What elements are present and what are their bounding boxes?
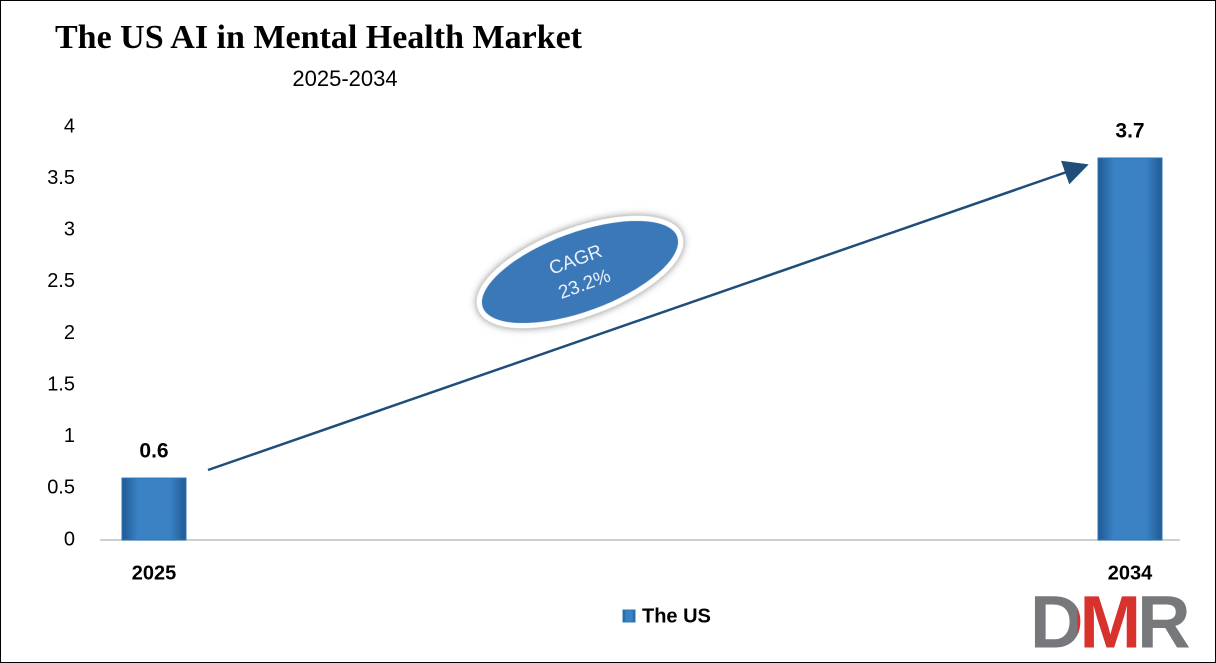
- value-label: 3.7: [1115, 120, 1144, 143]
- y-tick-label: 3: [64, 219, 75, 241]
- x-tick-label: 2025: [132, 562, 177, 584]
- y-tick-label: 0.5: [47, 477, 75, 499]
- x-tick-label: 2034: [1108, 562, 1153, 584]
- y-tick-label: 1: [64, 425, 75, 447]
- y-tick-label: 2.5: [47, 270, 75, 292]
- logo: DMR: [1030, 581, 1189, 663]
- y-tick-label: 1.5: [47, 373, 75, 395]
- bar: [1097, 157, 1163, 541]
- y-tick-label: 2: [64, 322, 75, 344]
- trend-arrow: [207, 160, 1089, 472]
- y-tick-label: 0: [64, 528, 75, 550]
- y-tick-label: 3.5: [47, 167, 75, 189]
- legend-label: The US: [642, 605, 711, 627]
- legend-swatch: [622, 609, 636, 623]
- chart-subtitle: 2025-2034: [292, 66, 397, 91]
- bar: [121, 477, 187, 541]
- y-tick-label: 4: [64, 115, 75, 137]
- cagr-badge: CAGR 23.2%: [476, 215, 684, 329]
- cagr-ellipse: [476, 215, 684, 329]
- value-label: 0.6: [139, 440, 168, 463]
- chart-title: The US AI in Mental Health Market: [55, 19, 583, 56]
